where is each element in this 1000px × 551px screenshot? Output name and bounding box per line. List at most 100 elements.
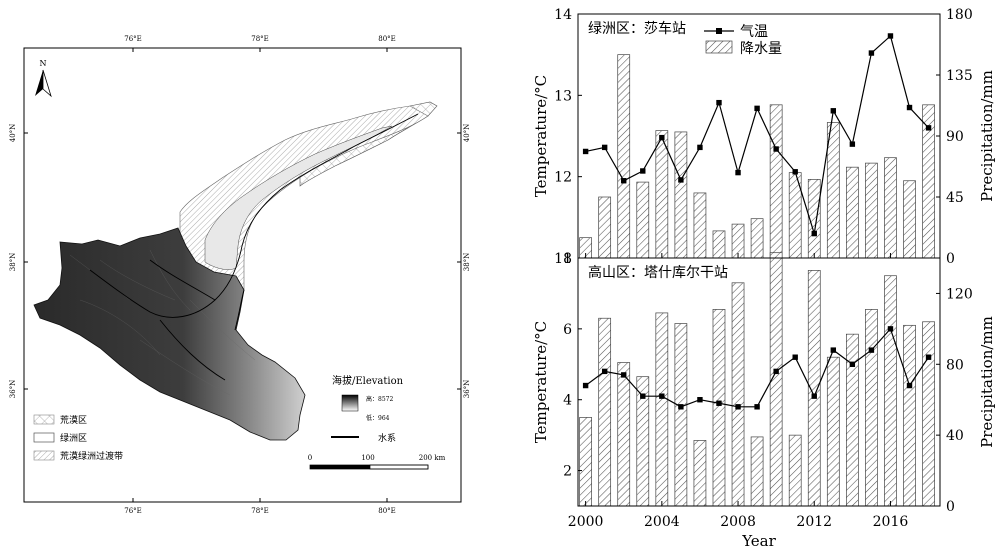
left-axis-title: Temperature/°C (532, 321, 550, 443)
precip-bar-2008 (731, 282, 745, 507)
map-lon-ticks: 76°E 78°E 80°E 76°E 78°E 80°E (124, 35, 396, 515)
right-tick-label: 180 (946, 7, 973, 23)
lon-tick-bottom-2: 80°E (378, 507, 396, 515)
left-tick-label: 2 (563, 464, 572, 480)
legend-item-transition: 荒漠绿洲过渡带 (60, 450, 123, 462)
left-axis-title: Temperature/°C (532, 75, 550, 197)
temperature-point-2006 (697, 397, 703, 403)
temperature-point-2000 (582, 382, 589, 389)
temperature-point-2010 (773, 368, 779, 375)
left-tick-label: 14 (554, 7, 572, 23)
legend-item-temperature: 气温 (740, 24, 768, 40)
map-lat-ticks: 40°N 38°N 36°N 40°N 38°N 36°N (9, 124, 471, 399)
temperature-point-2014 (849, 361, 856, 367)
river-legend: 水系 (331, 432, 396, 444)
lat-tick-left-1: 38°N (9, 253, 17, 272)
precip-bar-2004 (655, 130, 669, 259)
desert-swatch (33, 414, 55, 425)
panel-label: 绿洲区：莎车站 (588, 20, 686, 37)
temperature-point-2009 (754, 404, 760, 410)
temperature-point-2012 (811, 230, 817, 237)
precip-bar-2004 (655, 312, 669, 507)
x-axis-title: Year (741, 532, 776, 550)
temperature-point-2006 (697, 144, 703, 151)
precip-bar-2001 (598, 196, 612, 259)
left-tick-label: 11 (554, 251, 572, 267)
mountain-terrain-region (33, 227, 306, 441)
lat-tick-left-0: 40°N (9, 124, 17, 143)
lon-tick-top-1: 78°E (251, 35, 269, 43)
precip-bar-2008 (731, 223, 745, 259)
precip-bar-2003 (636, 181, 650, 259)
temperature-point-2013 (830, 108, 837, 114)
scale-tick-0: 0 (308, 454, 312, 462)
temperature-point-2016 (887, 33, 894, 39)
temperature-point-2012 (811, 393, 817, 399)
precip-bar-2002 (617, 54, 631, 259)
precip-bar-2014 (846, 333, 859, 507)
elevation-low-label: 低：964 (366, 414, 390, 422)
right-tick-label: 80 (946, 357, 964, 373)
temperature-point-2017 (906, 382, 913, 389)
temperature-point-2018 (925, 354, 932, 360)
plot-frame (577, 257, 941, 507)
legend-item-oasis: 绿洲区 (60, 432, 87, 444)
temperature-point-2003 (640, 393, 646, 399)
precip-bar-2015 (865, 309, 878, 507)
transition-swatch (33, 450, 55, 461)
precip-bar-2011 (788, 434, 802, 507)
temperature-point-2015 (868, 347, 875, 353)
x-tick-label: 2008 (720, 514, 756, 530)
scale-bar: 0 100 200 km (308, 454, 446, 470)
lon-tick-top-0: 76°E (124, 35, 142, 43)
precip-bar-2006 (693, 192, 707, 259)
right-axis-title: Precipitation/mm (978, 70, 996, 202)
lat-tick-left-2: 36°N (9, 380, 17, 399)
right-tick-label: 120 (946, 286, 973, 302)
lat-tick-right-0: 40°N (463, 124, 471, 143)
lon-tick-bottom-0: 76°E (124, 507, 142, 515)
temperature-point-2000 (582, 148, 589, 155)
elevation-high-label: 高：8572 (366, 395, 393, 403)
precip-bar-2006 (693, 440, 707, 507)
temperature-point-2002 (621, 178, 627, 184)
x-tick-label: 2000 (568, 514, 604, 530)
precip-bar-2013 (826, 122, 840, 259)
elevation-legend-title: 海拔/Elevation (332, 374, 404, 387)
temperature-point-2002 (621, 372, 627, 378)
precip-bar-2002 (617, 362, 631, 507)
lon-tick-bottom-1: 78°E (251, 507, 269, 515)
precip-bar-2017 (903, 180, 916, 259)
north-label: N (40, 59, 47, 68)
temperature-point-2007 (716, 99, 722, 106)
temperature-point-2014 (849, 141, 856, 147)
right-tick-label: 45 (946, 190, 964, 206)
map-panel: 76°E 78°E 80°E 76°E 78°E 80°E 40°N 38°N … (9, 35, 471, 515)
precip-bar-2013 (826, 356, 840, 507)
legend-item-precipitation: 降水量 (740, 41, 782, 57)
temperature-point-2005 (678, 404, 684, 410)
temperature-point-2011 (792, 169, 798, 175)
temperature-point-2011 (792, 354, 798, 360)
oasis-swatch (33, 432, 55, 443)
temperature-point-2004 (659, 134, 665, 141)
lat-tick-right-2: 36°N (463, 380, 471, 399)
temperature-point-2001 (601, 144, 608, 151)
precip-bar-2014 (846, 166, 859, 259)
temperature-point-2008 (735, 169, 741, 176)
precip-bar-2001 (598, 317, 612, 507)
lon-tick-top-2: 80°E (378, 35, 396, 43)
scale-tick-1: 100 (361, 454, 374, 462)
precip-bar-2000 (579, 417, 592, 507)
elevation-gradient-bar (341, 394, 359, 412)
climate-charts: 11 12 13 14 0 45 90 135 180 Temperature/°C Precipi… (532, 7, 996, 550)
elevation-legend: 海拔/Elevation 高：8572 低：964 (332, 374, 404, 422)
precip-bar-2005 (674, 131, 688, 259)
temperature-point-2001 (601, 368, 608, 375)
temperature-point-2018 (925, 125, 932, 131)
x-tick-label: 2016 (873, 514, 909, 530)
right-tick-label: 135 (946, 68, 973, 84)
precip-bar-2015 (865, 162, 878, 259)
right-tick-label: 0 (946, 499, 955, 515)
precip-bar-2010 (769, 104, 783, 259)
